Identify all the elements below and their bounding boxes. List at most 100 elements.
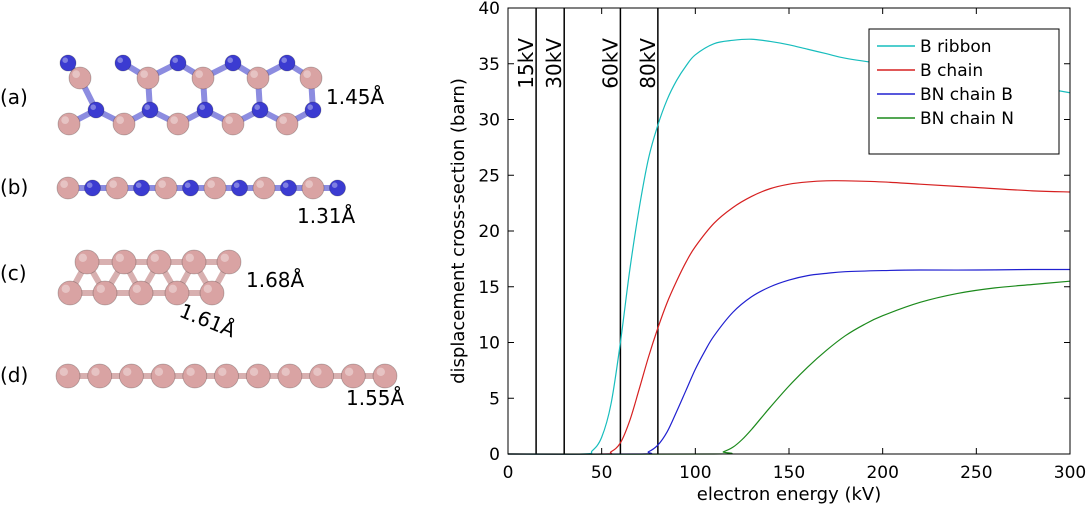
boron-atom bbox=[182, 363, 208, 389]
boron-atom bbox=[221, 112, 245, 136]
legend-entry: BN chain N bbox=[920, 109, 1014, 129]
y-tick-label: 35 bbox=[478, 55, 500, 75]
structures-panel: (a) 1.45Å (b) 1.31Å (c) 1.68Å 1.61Å (d) … bbox=[0, 54, 405, 410]
nitrogen-atom bbox=[169, 54, 187, 72]
boron-atom bbox=[245, 363, 271, 389]
boron-atom bbox=[136, 66, 160, 90]
boron-atom bbox=[146, 249, 172, 275]
structure-label-a: (a) bbox=[0, 85, 28, 109]
boron-atom bbox=[105, 176, 129, 200]
boron-atom bbox=[275, 112, 299, 136]
nitrogen-atom bbox=[196, 101, 214, 119]
structure-label-c: (c) bbox=[0, 261, 27, 285]
boron-atom bbox=[128, 280, 154, 306]
nitrogen-atom bbox=[114, 54, 132, 72]
boron-atom bbox=[340, 363, 366, 389]
energy-marker-label: 60kV bbox=[598, 38, 622, 89]
nitrogen-atom bbox=[280, 179, 297, 197]
boron-atom bbox=[56, 176, 80, 200]
boron-atom bbox=[277, 363, 303, 389]
x-tick-label: 150 bbox=[773, 463, 805, 483]
x-tick-label: 200 bbox=[866, 463, 898, 483]
x-tick-label: 100 bbox=[679, 463, 711, 483]
energy-marker-label: 15kV bbox=[514, 38, 538, 89]
boron-atom bbox=[372, 363, 398, 389]
bond-length-c: 1.68Å bbox=[246, 268, 305, 292]
boron-atom bbox=[150, 363, 176, 389]
boron-atom bbox=[68, 66, 92, 90]
boron-atom bbox=[111, 249, 137, 275]
y-tick-label: 30 bbox=[478, 111, 500, 131]
boron-atom bbox=[309, 363, 335, 389]
boron-atom bbox=[74, 249, 100, 275]
boron-atom bbox=[55, 363, 81, 389]
y-axis-label: displacement cross-section (barn) bbox=[448, 78, 469, 384]
boron-atom bbox=[57, 280, 83, 306]
boron-atom bbox=[154, 176, 178, 200]
boron-atom bbox=[118, 363, 144, 389]
boron-atom bbox=[112, 112, 136, 136]
y-ticks: 0 5 10 15 20 25 30 35 40 bbox=[478, 0, 1070, 465]
boron-atom bbox=[301, 176, 325, 200]
y-tick-label: 10 bbox=[478, 334, 500, 354]
structure-d: (d) 1.55Å bbox=[0, 363, 405, 410]
nitrogen-atom bbox=[251, 101, 269, 119]
series-line-bn-chain-n bbox=[507, 280, 1071, 455]
boron-atom bbox=[203, 176, 227, 200]
nitrogen-atom bbox=[278, 54, 296, 72]
atoms-b bbox=[56, 176, 346, 200]
boron-atom bbox=[252, 176, 276, 200]
nitrogen-atom bbox=[59, 54, 77, 72]
boron-atom bbox=[87, 363, 113, 389]
boron-atom bbox=[246, 66, 270, 90]
nitrogen-atom bbox=[84, 179, 101, 197]
nitrogen-atom bbox=[133, 179, 150, 197]
structure-b: (b) 1.31Å bbox=[0, 175, 356, 228]
legend: B ribbon B chain BN chain B BN chain N bbox=[868, 28, 1060, 155]
bond-length-d: 1.55Å bbox=[346, 386, 405, 410]
boron-atom bbox=[181, 249, 207, 275]
bond-length-c2: 1.61Å bbox=[176, 298, 239, 342]
legend-entry: B chain bbox=[920, 61, 983, 81]
boron-atom bbox=[216, 249, 242, 275]
boron-atom bbox=[214, 363, 239, 389]
boron-atom bbox=[164, 280, 190, 306]
y-tick-label: 25 bbox=[478, 166, 500, 186]
bond-length-b: 1.31Å bbox=[297, 204, 356, 228]
boron-atom bbox=[299, 66, 323, 90]
atoms-a bbox=[57, 54, 323, 136]
nitrogen-atom bbox=[224, 54, 242, 72]
bonds-a bbox=[65, 60, 316, 127]
structure-c: (c) 1.68Å 1.61Å bbox=[0, 249, 305, 343]
boron-atom bbox=[199, 280, 225, 306]
structure-a: (a) 1.45Å bbox=[0, 54, 385, 136]
x-tick-label: 250 bbox=[960, 463, 992, 483]
nitrogen-atom bbox=[182, 179, 199, 197]
y-tick-label: 20 bbox=[478, 222, 500, 242]
y-tick-label: 40 bbox=[478, 0, 500, 19]
boron-atom bbox=[191, 66, 215, 90]
x-tick-label: 50 bbox=[591, 463, 613, 483]
x-axis-label: electron energy (kV) bbox=[697, 484, 881, 505]
y-tick-label: 5 bbox=[489, 389, 500, 409]
energy-marker-label: 30kV bbox=[542, 38, 566, 89]
legend-entry: BN chain B bbox=[920, 85, 1013, 105]
structure-label-b: (b) bbox=[0, 175, 28, 199]
legend-box bbox=[868, 28, 1060, 155]
x-tick-label: 0 bbox=[503, 463, 514, 483]
y-tick-label: 0 bbox=[489, 445, 500, 465]
cross-section-chart: 15kV 30kV 60kV 80kV 0 50 100 150 200 250 300 0 5 10… bbox=[448, 0, 1086, 505]
nitrogen-atom bbox=[87, 101, 105, 119]
x-ticks: 0 50 100 150 200 250 300 bbox=[503, 8, 1086, 483]
series-line-bn-chain-b bbox=[507, 268, 1071, 455]
boron-atom bbox=[57, 112, 81, 136]
x-tick-label: 300 bbox=[1054, 463, 1086, 483]
atoms-d bbox=[55, 363, 398, 389]
nitrogen-atom bbox=[141, 101, 159, 119]
atoms-c bbox=[57, 249, 242, 306]
nitrogen-atom bbox=[329, 179, 346, 197]
boron-atom bbox=[166, 112, 190, 136]
structure-label-d: (d) bbox=[0, 363, 28, 387]
energy-marker-label: 80kV bbox=[636, 38, 660, 89]
